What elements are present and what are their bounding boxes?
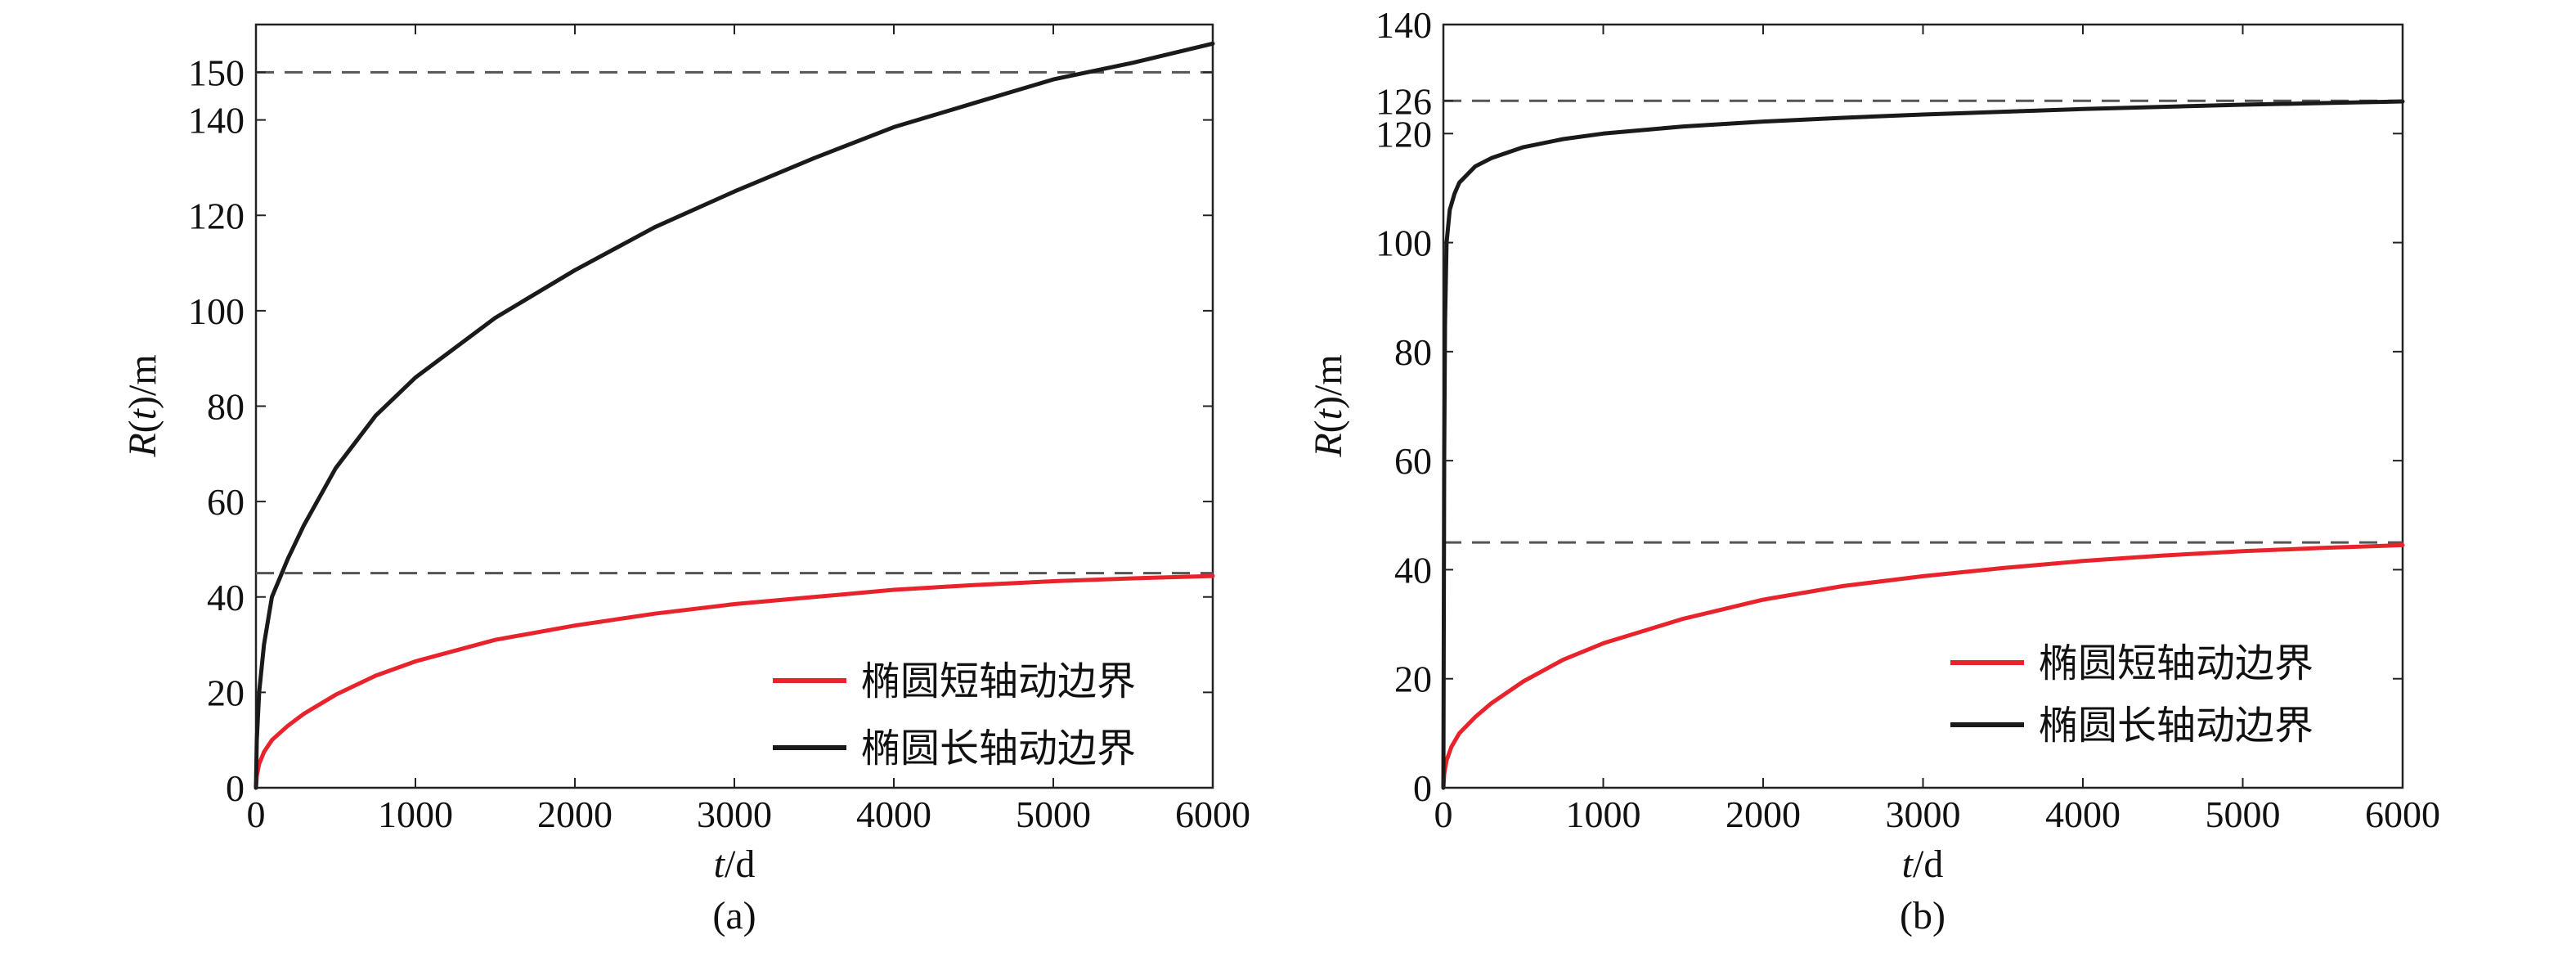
legend-label-short-axis: 椭圆短轴动边界 <box>861 659 1136 704</box>
series-line-short-axis <box>254 573 1215 790</box>
y-tick-label: 140 <box>1376 4 1432 46</box>
reference-lines <box>1443 99 2403 544</box>
x-tick-label: 4000 <box>856 793 931 835</box>
y-tick-label: 140 <box>188 100 245 142</box>
y-tick-label: 126 <box>1376 80 1432 122</box>
x-tick-label: 4000 <box>2045 793 2120 835</box>
legend-label-long-axis: 椭圆长轴动边界 <box>861 726 1136 771</box>
y-tick-label: 120 <box>1376 113 1432 155</box>
y-tick-label: 60 <box>1394 440 1432 482</box>
x-tick-label: 6000 <box>1175 793 1250 835</box>
y-tick-label: 100 <box>1376 223 1432 264</box>
x-tick-label: 3000 <box>1886 793 1961 835</box>
y-tick-label: 60 <box>207 481 245 523</box>
y-tick-label: 20 <box>207 672 245 713</box>
series-layer <box>1441 99 2405 790</box>
x-ticks: 0 1000 2000 3000 4000 5000 6000 <box>247 25 1250 835</box>
x-axis-title: t/d <box>714 843 756 886</box>
y-tick-label: 40 <box>207 577 245 618</box>
legend-label-long-axis: 椭圆长轴动边界 <box>2039 703 2313 748</box>
x-tick-label: 2000 <box>1726 793 1801 835</box>
chart-panel-b: 0 1000 2000 3000 4000 5000 6000 0 20 40 60 80 100 12… <box>1307 4 2440 937</box>
y-axis-title: R(t)/m <box>121 354 164 457</box>
series-line-short-axis <box>1441 542 2405 790</box>
legend: 椭圆短轴动边界 椭圆长轴动边界 <box>1950 641 2313 748</box>
x-tick-label: 6000 <box>2365 793 2440 835</box>
y-tick-label: 20 <box>1394 659 1432 700</box>
y-tick-label: 80 <box>207 386 245 428</box>
series-layer <box>254 41 1215 790</box>
x-tick-label: 5000 <box>1016 793 1091 835</box>
series-line-long-axis <box>254 41 1215 790</box>
chart-panel-a: 0 1000 2000 3000 4000 5000 6000 0 20 40 60 80 100 12… <box>121 23 1250 937</box>
y-tick-label: 0 <box>1413 767 1432 809</box>
x-tick-label: 1000 <box>378 793 453 835</box>
y-axis-title: R(t)/m <box>1307 354 1350 457</box>
y-tick-label: 0 <box>226 767 245 809</box>
legend-label-short-axis: 椭圆短轴动边界 <box>2039 641 2313 686</box>
x-tick-label: 0 <box>1434 793 1453 835</box>
y-ticks: 0 20 40 60 80 100 120 140 150 <box>188 52 1213 809</box>
reference-lines <box>256 70 1213 575</box>
series-line-long-axis <box>1441 99 2405 790</box>
y-tick-label: 100 <box>188 290 245 332</box>
x-tick-label: 3000 <box>697 793 772 835</box>
x-tick-label: 0 <box>247 793 266 835</box>
y-tick-label: 40 <box>1394 549 1432 591</box>
y-tick-label: 80 <box>1394 331 1432 373</box>
y-tick-label: 150 <box>188 52 245 93</box>
x-tick-label: 1000 <box>1566 793 1641 835</box>
panel-label: (b) <box>1900 894 1945 937</box>
panel-label: (a) <box>712 894 756 937</box>
legend: 椭圆短轴动边界 椭圆长轴动边界 <box>773 659 1136 771</box>
x-tick-label: 2000 <box>537 793 613 835</box>
x-tick-label: 5000 <box>2206 793 2281 835</box>
y-tick-label: 120 <box>188 195 245 236</box>
x-ticks: 0 1000 2000 3000 4000 5000 6000 <box>1434 25 2440 835</box>
x-axis-title: t/d <box>1902 843 1944 886</box>
